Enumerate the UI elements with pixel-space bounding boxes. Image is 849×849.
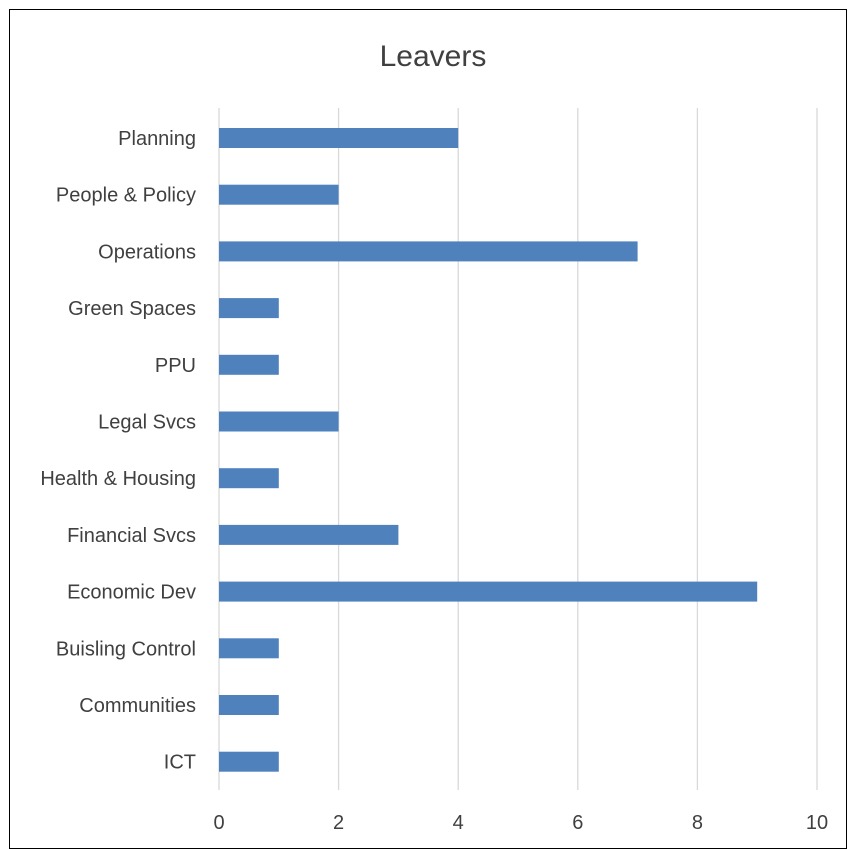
category-label: Planning [118,128,196,150]
x-tick-label: 10 [806,812,828,834]
bar [219,751,279,772]
bar [219,468,279,489]
x-tick-label: 4 [453,812,464,834]
category-label: PPU [155,355,196,377]
x-tick-label: 8 [692,812,703,834]
bar [219,128,459,148]
category-label: Health & Housing [40,468,196,490]
category-label: Operations [98,241,196,263]
category-label: Green Spaces [68,298,196,320]
bar [219,695,279,715]
bar [219,298,279,319]
x-tick-label: 2 [333,812,344,834]
bar [219,524,399,545]
bar [219,354,279,375]
x-tick-label: 6 [572,812,583,834]
category-label: Financial Svcs [67,525,196,547]
category-label: Buisling Control [56,638,196,660]
chart-frame [9,9,847,849]
bar [219,241,638,262]
chart-title: Leavers [380,40,487,73]
category-label: ICT [164,752,196,774]
category-label: Communities [79,695,196,717]
x-tick-label: 0 [213,812,224,834]
category-label: Economic Dev [67,582,196,604]
bars [219,128,758,772]
category-label: Legal Svcs [98,412,196,434]
gridlines [218,108,818,790]
bar [219,638,279,659]
bar [219,411,339,432]
x-axis-tick-labels: 0 2 4 6 8 10 [213,812,828,834]
bar [219,184,339,205]
category-label: People & Policy [56,185,196,207]
category-labels: Planning People & Policy Operations Green S… [40,128,196,774]
bar [219,581,758,602]
